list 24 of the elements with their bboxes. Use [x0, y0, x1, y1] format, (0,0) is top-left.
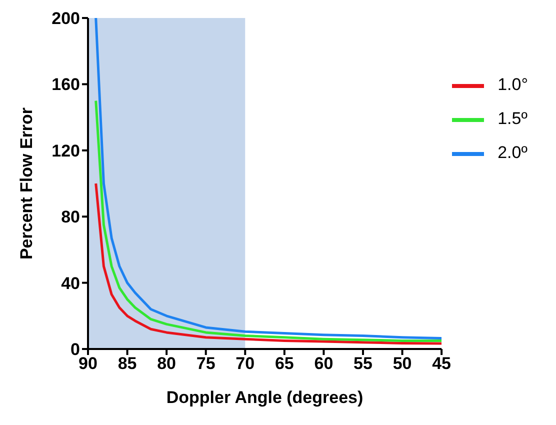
legend-label: 1.5º	[498, 109, 528, 128]
x-axis-title: Doppler Angle (degrees)	[166, 388, 364, 407]
y-tick-label: 200	[52, 9, 80, 28]
y-tick-label: 160	[52, 75, 80, 94]
x-tick-label: 75	[196, 354, 216, 374]
x-tick-label: 55	[354, 354, 372, 374]
line-series	[94, 18, 442, 340]
x-tick-label: 60	[314, 354, 334, 374]
x-tick-label: 80	[157, 354, 176, 374]
legend-label: 1.0°	[498, 75, 528, 94]
legend-label: 2.0º	[498, 143, 528, 162]
y-tick-label: 120	[52, 141, 80, 160]
x-tick-label: 45	[432, 354, 452, 374]
line-series	[94, 100, 442, 342]
x-tick-label: 70	[236, 354, 255, 374]
line-series	[94, 182, 442, 345]
y-tick-label: 80	[61, 208, 80, 227]
y-tick-label: 0	[70, 340, 80, 360]
y-tick-label: 40	[61, 274, 80, 293]
x-tick-label: 50	[392, 354, 412, 374]
x-tick-label: 65	[274, 354, 294, 374]
x-tick-label: 85	[118, 354, 137, 374]
y-axis-title: Percent Flow Error	[17, 107, 36, 260]
x-tick-label: 90	[78, 354, 98, 374]
